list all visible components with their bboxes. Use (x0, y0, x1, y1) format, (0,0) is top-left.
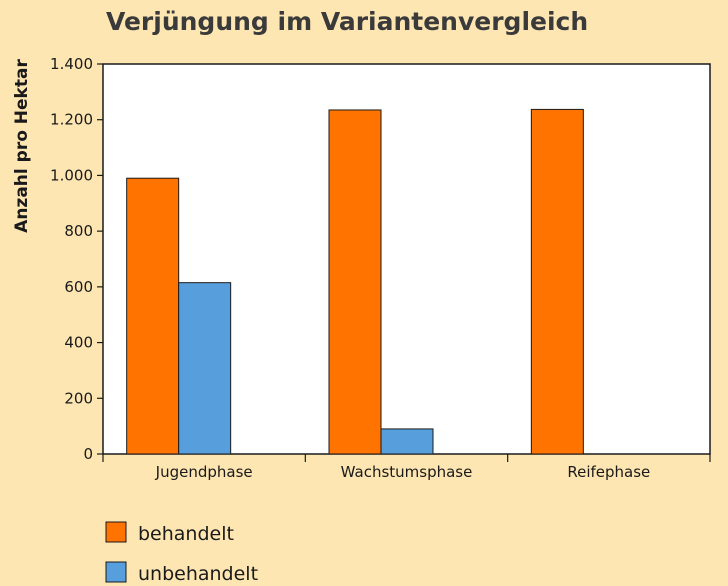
bars (126, 108, 584, 455)
y-tick-label: 1.400 (50, 55, 93, 73)
x-category-label: Reifephase (567, 463, 650, 481)
y-tick-label: 1.000 (50, 166, 93, 184)
x-category-label: Wachstumsphase (341, 463, 473, 481)
bar-unbehandelt-jugendphase (178, 282, 232, 455)
x-category-label: Jugendphase (155, 463, 253, 481)
legend-swatch-unbehandelt (105, 561, 127, 583)
bar-unbehandelt-wachstumsphase (380, 428, 434, 455)
bar-behandelt-jugendphase (126, 177, 180, 455)
y-tick-label: 0 (83, 445, 93, 463)
y-axis-label: Anzahl pro Hektar (12, 59, 32, 233)
bar-behandelt-wachstumsphase (328, 109, 382, 455)
x-axis: Jugendphase Wachstumsphase Reifephase (102, 454, 711, 481)
y-tick-label: 400 (64, 334, 93, 352)
chart-title: Verjüngung im Variantenvergleich (106, 7, 588, 36)
legend-swatch-behandelt (105, 521, 127, 543)
legend-label-unbehandelt: unbehandelt (138, 563, 258, 585)
y-tick-label: 200 (64, 389, 93, 407)
legend: behandelt unbehandelt (105, 521, 258, 585)
y-tick-label: 800 (64, 222, 93, 240)
y-tick-label: 600 (64, 278, 93, 296)
bar-behandelt-reifephase (530, 108, 584, 455)
y-axis: 0 200 400 600 800 1.000 1.200 1.400 (50, 55, 103, 463)
legend-label-behandelt: behandelt (138, 523, 234, 545)
y-tick-label: 1.200 (50, 111, 93, 129)
